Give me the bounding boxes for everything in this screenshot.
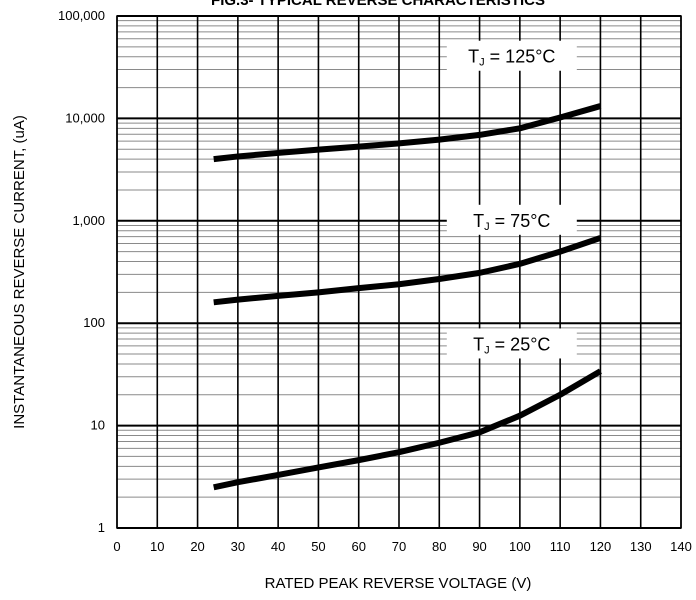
x-tick-label: 50: [311, 539, 325, 554]
series-line-0: [213, 103, 602, 163]
x-tick-labels: 0 10 20 30 40 50 60 70 80 90 100 110 120 130 140: [113, 539, 691, 554]
x-tick-label: 110: [550, 539, 571, 554]
x-tick-label: 0: [113, 539, 120, 554]
x-tick-label: 80: [432, 539, 446, 554]
series-label-layer: TJ = 125°C TJ = 75°C TJ = 25°C: [446, 40, 577, 359]
plot-frame: [116, 15, 682, 529]
y-tick-label: 100: [83, 315, 105, 330]
y-tick-label: 100,000: [58, 8, 105, 23]
x-tick-label: 40: [271, 539, 285, 554]
x-tick-label: 100: [509, 539, 531, 554]
series-label-1: TJ = 75°C: [473, 211, 550, 233]
series-label-box: [446, 204, 577, 235]
y-tick-label: 1,000: [72, 213, 105, 228]
series-label-2: TJ = 25°C: [473, 334, 550, 356]
series-line-2: [213, 368, 602, 491]
y-tick-label: 10,000: [65, 110, 105, 125]
x-tick-label: 90: [472, 539, 486, 554]
x-tick-label: 140: [670, 539, 692, 554]
x-tick-label: 120: [590, 539, 612, 554]
x-tick-label: 20: [190, 539, 204, 554]
series-label-0: TJ = 125°C: [468, 47, 555, 69]
chart-title: FIG.3- TYPICAL REVERSE CHARACTERISTICS: [211, 0, 545, 9]
series-layer: [213, 103, 602, 491]
x-axis-title: RATED PEAK REVERSE VOLTAGE (V): [265, 575, 532, 592]
series-line-1: [213, 235, 602, 306]
x-tick-label: 70: [392, 539, 406, 554]
x-tick-label: 60: [351, 539, 365, 554]
series-label-box: [446, 328, 577, 359]
series-label-box: [446, 40, 577, 71]
y-tick-label: 10: [91, 418, 105, 433]
y-axis-title: INSTANTANEOUS REVERSE CURRENT, (uA): [11, 115, 28, 429]
y-tick-labels: 1 10 100 1,000 10,000 100,000: [58, 8, 105, 535]
y-tick-label: 1: [98, 520, 105, 535]
x-tick-label: 30: [231, 539, 245, 554]
x-tick-label: 10: [150, 539, 164, 554]
x-tick-label: 130: [630, 539, 652, 554]
